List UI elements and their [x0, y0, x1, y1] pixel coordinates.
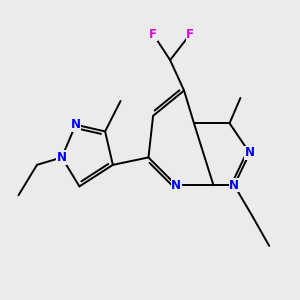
Text: N: N — [245, 146, 255, 160]
Text: N: N — [229, 179, 239, 192]
Text: N: N — [71, 118, 81, 131]
Text: F: F — [149, 28, 157, 40]
Text: F: F — [186, 28, 194, 40]
Text: N: N — [57, 151, 67, 164]
Text: N: N — [171, 179, 181, 192]
